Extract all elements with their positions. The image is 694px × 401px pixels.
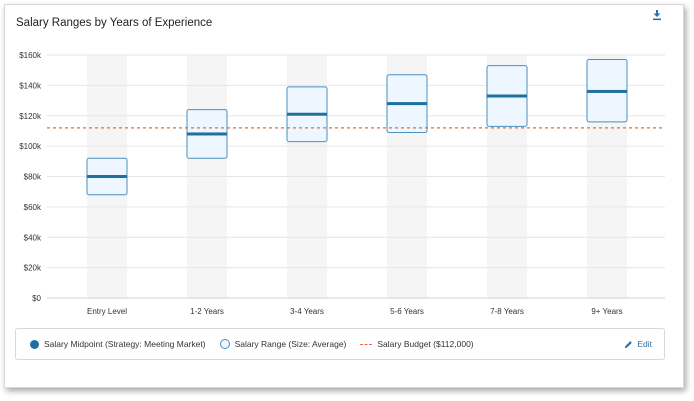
- legend-midpoint-label: Salary Midpoint (Strategy: Meeting Marke…: [44, 339, 206, 349]
- y-tick-label: $140k: [19, 81, 42, 90]
- salary-chart: $0 $20k $40k $60k $80k $100k $120k $140k $160k E…: [19, 51, 665, 316]
- x-tick-label: 1-2 Years: [190, 307, 224, 316]
- pencil-icon: [625, 340, 633, 348]
- y-tick-label: $120k: [19, 112, 42, 121]
- salary-midpoint-marker[interactable]: [587, 89, 627, 93]
- salary-midpoint-marker[interactable]: [287, 112, 327, 116]
- x-tick-label: 5-6 Years: [390, 307, 424, 316]
- legend-item-range[interactable]: Salary Range (Size: Average): [219, 339, 347, 349]
- x-tick-label: 9+ Years: [591, 307, 622, 316]
- legend-range-label: Salary Range (Size: Average): [234, 339, 347, 349]
- budget-line-icon: [360, 343, 373, 345]
- salary-midpoint-marker[interactable]: [87, 175, 127, 178]
- y-tick-label: $40k: [24, 233, 42, 242]
- legend-budget-label: Salary Budget ($112,000): [377, 339, 474, 349]
- x-tick-label: 3-4 Years: [290, 307, 324, 316]
- edit-label: Edit: [637, 339, 652, 349]
- download-icon[interactable]: [650, 8, 664, 22]
- midpoint-marker-icon: [30, 339, 39, 349]
- salary-midpoint-marker[interactable]: [387, 102, 427, 106]
- salary-midpoint-marker[interactable]: [487, 94, 527, 98]
- y-tick-label: $100k: [19, 142, 42, 151]
- y-tick-label: $160k: [19, 51, 42, 60]
- chart-title: Salary Ranges by Years of Experience: [16, 17, 213, 29]
- range-marker-icon: [219, 339, 230, 349]
- chart-legend: Salary Midpoint (Strategy: Meeting Marke…: [15, 328, 665, 360]
- legend-item-budget[interactable]: Salary Budget ($112,000): [360, 339, 474, 349]
- x-tick-label: Entry Level: [87, 307, 127, 316]
- x-tick-label: 7-8 Years: [490, 307, 524, 316]
- y-tick-label: $60k: [24, 203, 42, 212]
- edit-button[interactable]: Edit: [624, 339, 652, 349]
- salary-midpoint-marker[interactable]: [187, 132, 227, 136]
- y-tick-label: $0: [32, 294, 41, 303]
- y-tick-label: $20k: [24, 264, 42, 273]
- legend-item-midpoint[interactable]: Salary Midpoint (Strategy: Meeting Marke…: [30, 339, 206, 349]
- y-tick-label: $80k: [24, 173, 42, 182]
